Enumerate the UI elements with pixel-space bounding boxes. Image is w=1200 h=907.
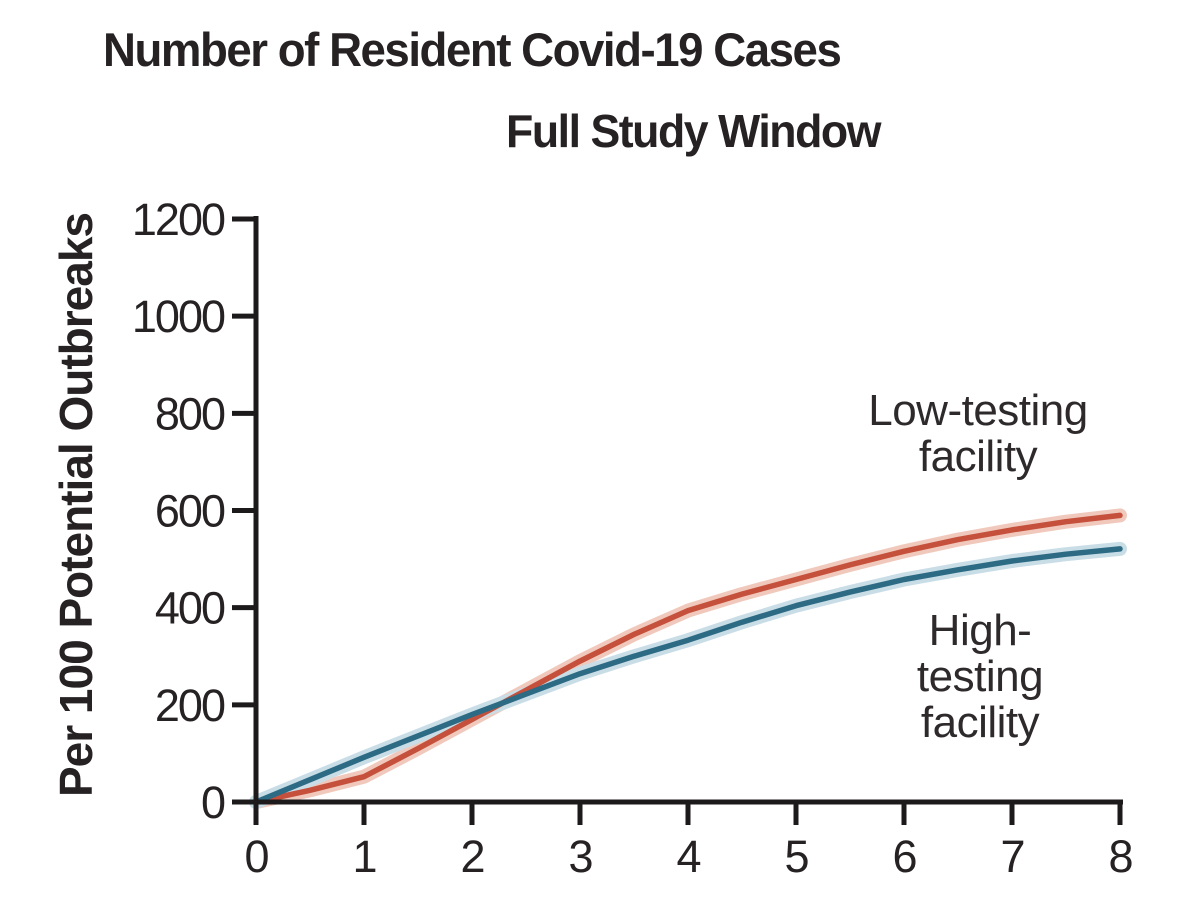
y-tick-label: 1200 — [132, 194, 225, 245]
y-tick-label: 200 — [155, 680, 225, 731]
x-tick-label: 2 — [460, 831, 483, 882]
y-tick-label: 1000 — [132, 291, 225, 342]
y-tick-label: 0 — [201, 777, 225, 828]
y-tick-label: 600 — [155, 486, 225, 537]
x-tick-label: 5 — [784, 831, 808, 882]
x-tick-label: 0 — [244, 831, 268, 882]
y-tick-label: 400 — [155, 583, 225, 634]
y-axis-title: Per 100 Potential Outbreaks — [48, 196, 104, 814]
series-line-low-testing — [253, 512, 1123, 805]
x-tick-label: 3 — [568, 831, 592, 882]
x-tick-label: 4 — [676, 831, 700, 882]
chart-title: Number of Resident Covid-19 Cases — [103, 23, 842, 76]
chart-subtitle: Full Study Window — [506, 105, 881, 157]
y-tick-label: 800 — [155, 388, 225, 439]
x-tick-label: 6 — [892, 831, 916, 882]
x-tick-label: 7 — [1000, 831, 1023, 882]
x-tick-label: 1 — [352, 831, 375, 882]
x-tick-label: 8 — [1108, 831, 1132, 882]
y-axis-title-text: Per 100 Potential Outbreaks — [50, 212, 102, 798]
series-label-low-testing: Low-testing facility — [868, 386, 1088, 481]
series-label-high-testing: High-testing facility — [916, 606, 1044, 747]
series-line-high-testing — [253, 546, 1123, 805]
